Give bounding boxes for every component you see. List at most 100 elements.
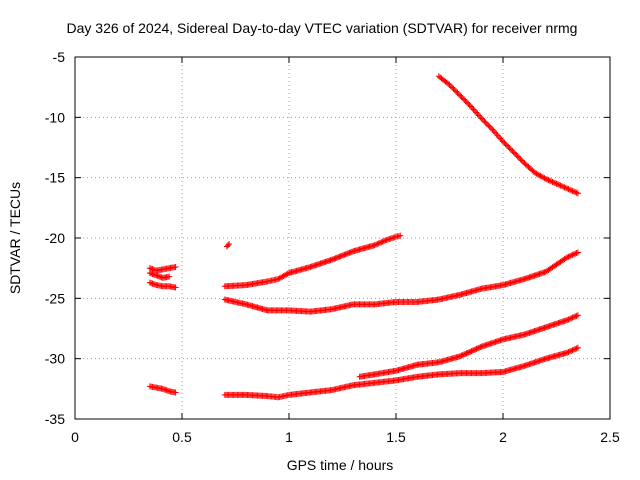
data-point (471, 347, 478, 354)
data-point (566, 348, 573, 355)
series-arc-f (221, 232, 404, 290)
data-point (379, 238, 386, 245)
data-point (562, 184, 569, 191)
data-point (564, 349, 571, 356)
data-point (226, 241, 233, 248)
data-point (574, 249, 581, 256)
data-point (491, 129, 498, 136)
data-point (476, 344, 483, 351)
data-point (225, 242, 232, 249)
data-point (569, 314, 576, 321)
data-point (466, 349, 473, 356)
data-point (568, 347, 575, 354)
data-point (473, 109, 480, 116)
data-point (510, 149, 517, 156)
data-point (568, 187, 575, 194)
data-point (565, 186, 572, 193)
series-arc-h (221, 344, 581, 401)
data-point (378, 239, 385, 246)
data-point (495, 133, 502, 140)
series-arc-g (221, 249, 581, 315)
data-point (457, 92, 464, 99)
data-point (474, 111, 481, 118)
y-tick-label: -25 (45, 290, 65, 306)
data-point (467, 103, 474, 110)
data-point (545, 177, 552, 184)
data-point (548, 178, 555, 185)
data-point (569, 251, 576, 258)
data-point (447, 83, 454, 90)
data-point (466, 102, 473, 109)
series-arc-e (223, 241, 233, 250)
y-tick-labels: -5 -10 -15 -20 -25 -30 -35 (45, 49, 65, 427)
data-point (572, 250, 579, 257)
data-point (574, 190, 581, 197)
data-point (506, 145, 513, 152)
data-point (550, 179, 557, 186)
y-tick-label: -20 (45, 230, 65, 246)
data-point (516, 154, 523, 161)
data-point (493, 130, 500, 137)
data-point (371, 242, 378, 249)
data-point (574, 344, 581, 351)
data-point (573, 250, 580, 257)
x-tick-label: 1 (285, 429, 293, 445)
data-point (469, 347, 476, 354)
data-point (569, 347, 576, 354)
x-tick-label: 2 (499, 429, 507, 445)
y-tick-label: -30 (45, 351, 65, 367)
y-tick-label: -5 (53, 49, 66, 65)
data-point (570, 251, 577, 258)
data-point (449, 84, 456, 91)
data-point (557, 182, 564, 189)
data-point (477, 114, 484, 121)
data-point (451, 87, 458, 94)
data-point (573, 189, 580, 196)
data-point (553, 180, 560, 187)
x-tick-labels: 0 0.5 1 1.5 2 2.5 (71, 429, 620, 445)
data-point (461, 96, 468, 103)
data-point (568, 315, 575, 322)
data-point (512, 150, 519, 157)
data-point (172, 284, 179, 291)
series-arc-d (146, 383, 179, 396)
data-point (471, 107, 478, 114)
data-point (564, 185, 571, 192)
data-point (172, 389, 179, 396)
data-point (566, 315, 573, 322)
series-arc-i (356, 312, 581, 380)
y-axis-label: SDTVAR / TECUs (7, 182, 23, 294)
data-point (552, 180, 559, 187)
series-arc-b (146, 269, 173, 281)
data-point (541, 175, 548, 182)
series-arc-j (435, 73, 581, 197)
data-point (376, 239, 383, 246)
data-point (565, 316, 572, 323)
data-point (561, 184, 568, 191)
data-point (566, 253, 573, 260)
x-tick-label: 0 (71, 429, 79, 445)
data-point (518, 157, 525, 164)
data-point (574, 312, 581, 319)
data-point (455, 91, 462, 98)
data-point (284, 270, 291, 277)
data-point (569, 187, 576, 194)
data-point (566, 186, 573, 193)
data-point (500, 138, 506, 145)
y-tick-label: -10 (45, 109, 65, 125)
data-point (483, 120, 490, 127)
data-point (380, 238, 387, 245)
data-point (549, 178, 556, 185)
data-point (453, 88, 460, 95)
data-point (497, 135, 504, 142)
data-point (572, 189, 579, 196)
data-point (520, 158, 527, 165)
data-point (487, 125, 494, 132)
data-point (568, 252, 575, 259)
data-point (572, 313, 579, 320)
data-point (498, 136, 505, 143)
data-point (573, 345, 580, 352)
data-point (397, 232, 404, 239)
data-point (374, 241, 381, 248)
data-point (459, 95, 466, 102)
